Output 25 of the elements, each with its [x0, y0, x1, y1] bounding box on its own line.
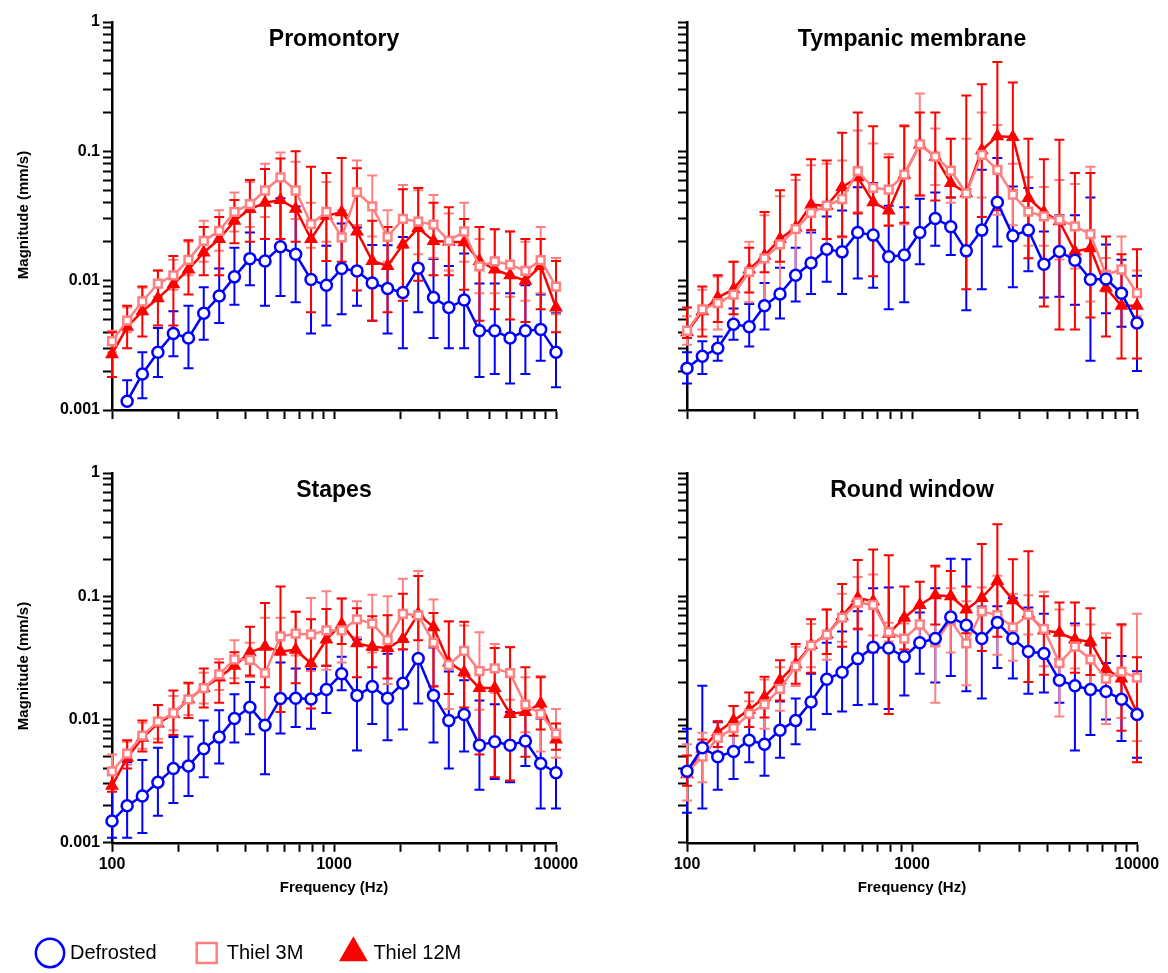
x-tick-label: 100 [673, 854, 701, 872]
chart-title: Stapes [296, 476, 372, 503]
y-tick-label: 1 [91, 12, 101, 30]
chart-title: Tympanic membrane [797, 25, 1027, 52]
y-tick-label: 0.01 [68, 271, 101, 289]
x-tick-label: 100 [98, 854, 126, 872]
x-tick-label: 10000 [1114, 854, 1160, 872]
y-tick-label: 0.01 [68, 709, 101, 727]
legend-label: Thiel 12M [373, 940, 462, 963]
y-axis-title: Magnitude (mm/s) [13, 601, 31, 731]
chart-title: Round window [830, 476, 994, 503]
legend-label: Defrosted [70, 940, 157, 963]
x-axis-title: Frequency (Hz) [279, 878, 389, 896]
x-axis-title: Frequency (Hz) [857, 878, 967, 896]
x-tick-label: 1000 [316, 854, 352, 872]
chart-title: Promontory [268, 25, 400, 52]
x-tick-label: 1000 [894, 854, 930, 872]
legend-label: Thiel 3M [226, 940, 304, 963]
y-axis-title: Magnitude (mm/s) [13, 150, 31, 280]
y-tick-label: 1 [91, 463, 101, 481]
y-tick-label: 0.001 [59, 400, 101, 418]
x-tick-label: 10000 [533, 854, 579, 872]
y-tick-label: 0.1 [77, 141, 101, 159]
y-tick-label: 0.1 [77, 586, 101, 604]
y-tick-label: 0.001 [59, 833, 101, 851]
